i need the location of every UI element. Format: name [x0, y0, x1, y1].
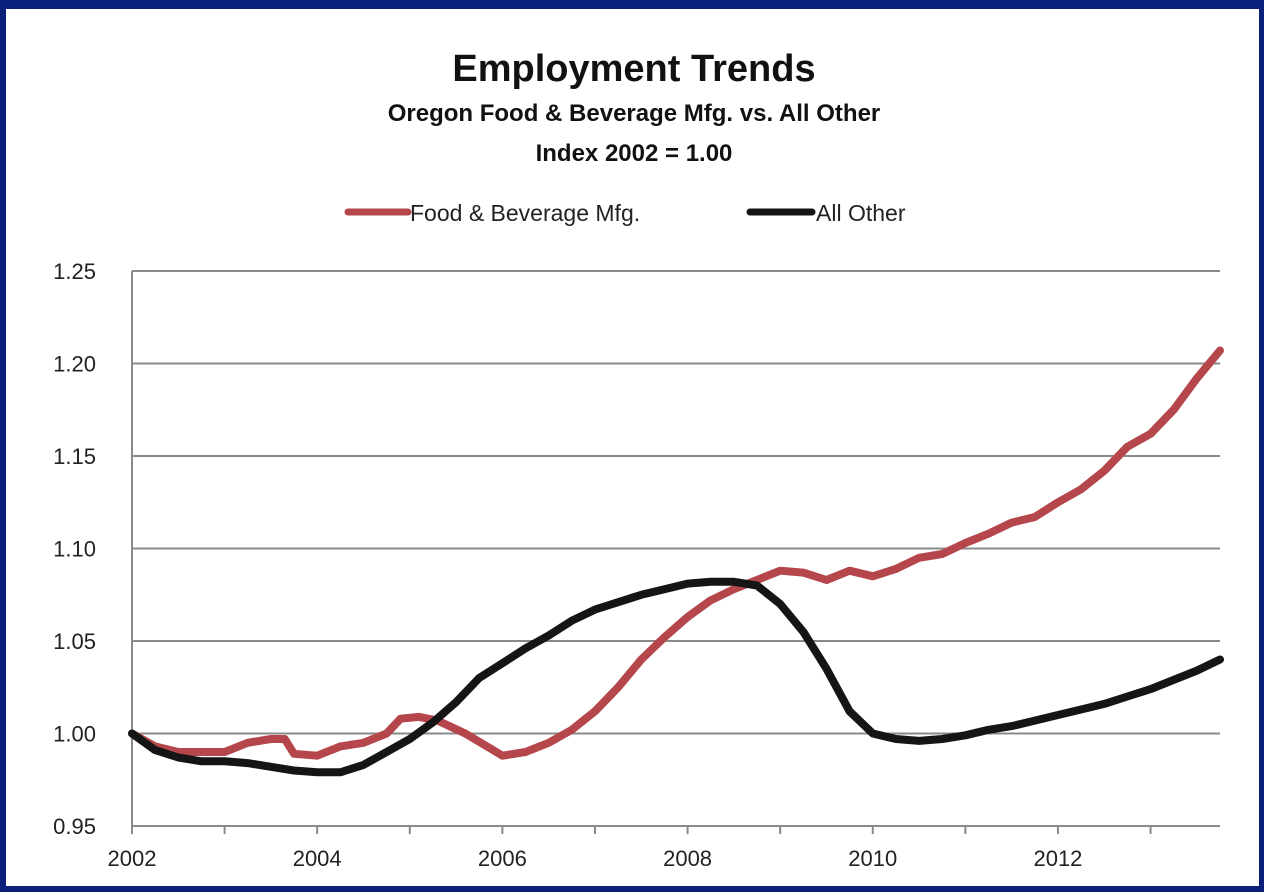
x-tick-label: 2006 — [478, 846, 527, 871]
y-tick-labels: 0.95 1.00 1.05 1.10 1.15 1.20 1.25 — [53, 259, 96, 839]
y-tick-label: 1.00 — [53, 722, 96, 747]
legend-label-all-other: All Other — [816, 200, 906, 226]
series-line-food-beverage — [128, 346, 1224, 760]
x-tick-label: 2010 — [848, 846, 897, 871]
chart-panel: Employment Trends Oregon Food & Beverage… — [6, 9, 1259, 886]
legend: Food & Beverage Mfg. All Other — [344, 200, 906, 226]
x-tick-label: 2004 — [293, 846, 342, 871]
y-tick-label: 0.95 — [53, 814, 96, 839]
x-tick-label: 2012 — [1033, 846, 1082, 871]
y-tick-label: 1.15 — [53, 444, 96, 469]
x-tick-label: 2008 — [663, 846, 712, 871]
legend-label-food-beverage: Food & Beverage Mfg. — [410, 200, 640, 226]
chart-subtitle: Oregon Food & Beverage Mfg. vs. All Othe… — [388, 100, 881, 127]
series-lines — [128, 346, 1224, 777]
series-line-all-other — [128, 577, 1224, 777]
chart-subtitle-index: Index 2002 = 1.00 — [536, 140, 733, 167]
y-tick-label: 1.25 — [53, 259, 96, 284]
x-tick-label: 2002 — [108, 846, 157, 871]
y-tick-label: 1.05 — [53, 629, 96, 654]
gridlines — [132, 270, 1220, 827]
chart-title: Employment Trends — [452, 48, 815, 90]
y-tick-label: 1.10 — [53, 537, 96, 562]
y-tick-label: 1.20 — [53, 352, 96, 377]
x-tick-labels: 2002 2004 2006 2008 2010 2012 — [108, 846, 1083, 871]
